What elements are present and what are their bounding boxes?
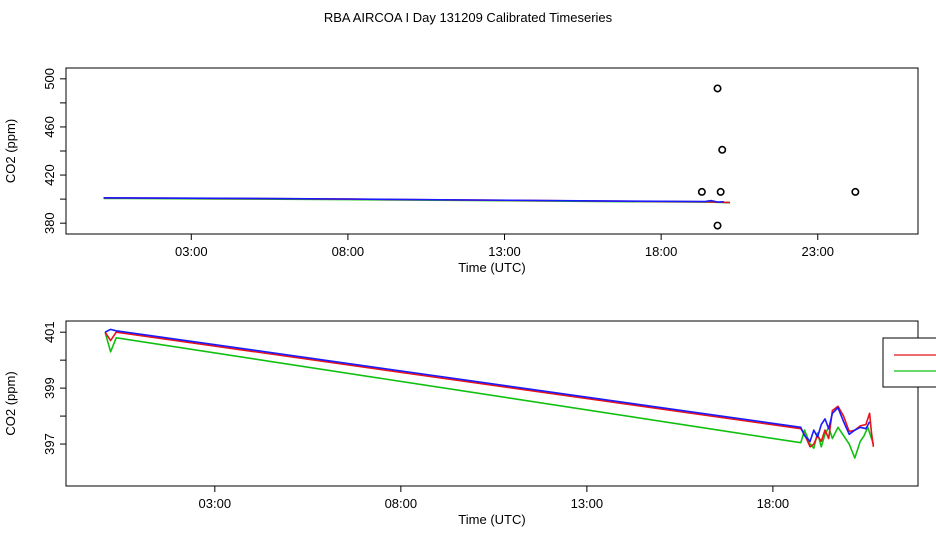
data-point: [716, 187, 725, 196]
series-line-red: [104, 331, 875, 448]
y-tick-label: 500: [42, 68, 57, 90]
x-tick-label: 08:00: [385, 496, 418, 511]
series-line-blue: [103, 197, 724, 203]
y-tick-label: 397: [42, 433, 57, 455]
y-tick-label: 460: [42, 116, 57, 138]
data-point: [851, 187, 860, 196]
x-tick-label: 13:00: [571, 496, 604, 511]
plot-frame: [65, 67, 919, 235]
data-point: [697, 187, 706, 196]
data-point: [713, 221, 722, 230]
series-line-green: [104, 331, 875, 459]
y-tick-label: 399: [42, 377, 57, 399]
x-tick-label: 23:00: [801, 244, 834, 259]
x-tick-label: 13:00: [488, 244, 521, 259]
legend: [882, 337, 936, 388]
figure-title: RBA AIRCOA I Day 131209 Calibrated Times…: [324, 10, 613, 25]
plot-frame: [65, 320, 919, 487]
x-axis-label: Time (UTC): [458, 512, 525, 527]
y-tick-label: 401: [42, 321, 57, 343]
panel-zoomed: 03:00 08:00 13:00 18:00 397 399 401 Time (UTC) C…: [3, 320, 936, 527]
y-tick-label: 420: [42, 164, 57, 186]
x-tick-label: 18:00: [645, 244, 678, 259]
x-tick-label: 03:00: [199, 496, 232, 511]
y-axis-label: CO2 (ppm): [3, 119, 18, 183]
y-tick-label: 380: [42, 212, 57, 234]
x-tick-label: 03:00: [175, 244, 208, 259]
y-axis-label: CO2 (ppm): [3, 371, 18, 435]
data-point: [718, 145, 727, 154]
x-tick-label: 18:00: [757, 496, 790, 511]
legend-box: [882, 337, 936, 388]
data-point: [713, 84, 722, 93]
series-line-blue: [104, 328, 871, 443]
panel-full-day: 03:00 08:00 13:00 18:00 23:00 380 420 460 500 Tim…: [3, 67, 919, 275]
x-axis-label: Time (UTC): [458, 260, 525, 275]
x-tick-label: 08:00: [332, 244, 365, 259]
